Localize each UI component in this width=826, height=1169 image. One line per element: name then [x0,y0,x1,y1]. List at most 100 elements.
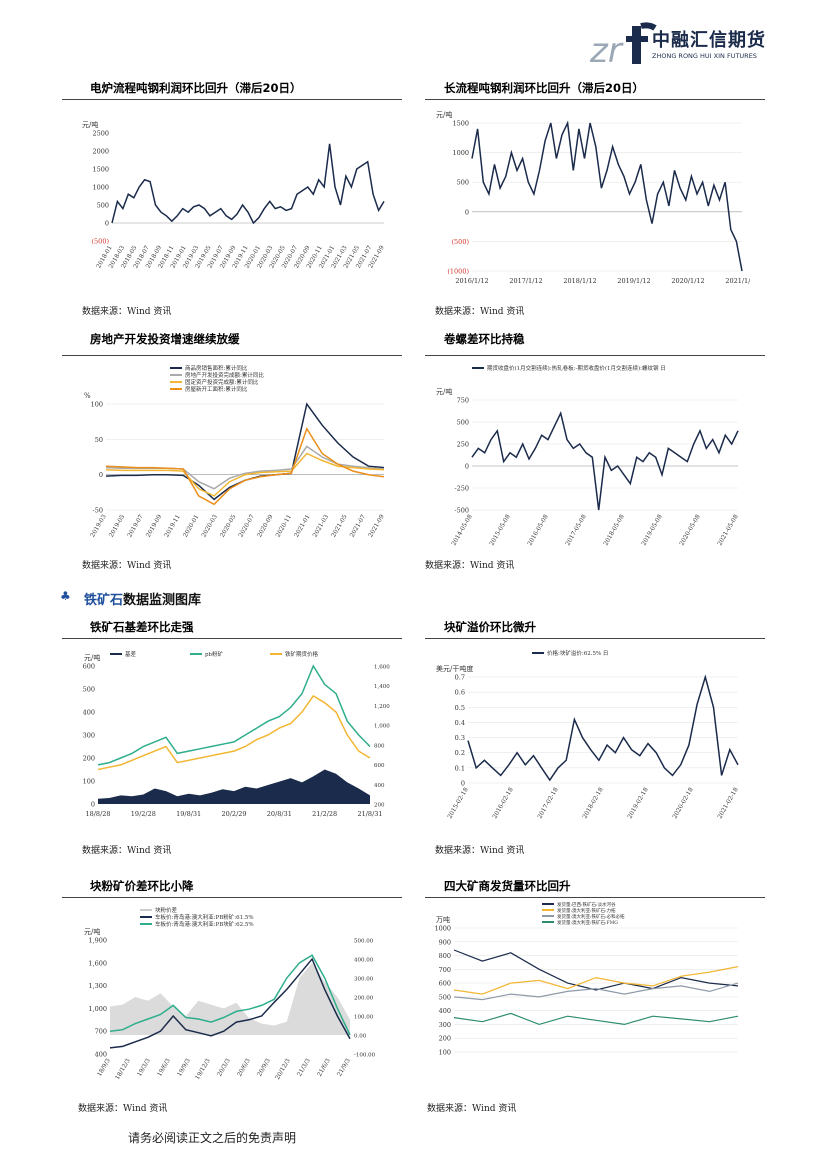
y-tick-label: 100 [439,1049,451,1057]
series-line [471,120,743,272]
y-tick-label: 0 [465,208,469,216]
y-axis-label: 元/吨 [436,387,452,396]
y-tick-label: 0.4 [455,719,465,727]
y-tick-label: 1000 [452,149,469,157]
chart-title-c2: 长流程吨钢利润环比回升（滞后20日） [444,81,645,95]
divider [425,99,765,100]
x-tick-label: 2021-03 [312,513,331,538]
y-tick-label: 600 [439,980,451,988]
source-note: 数据来源：Wind 资讯 [82,307,172,317]
x-tick-label: 2021-07 [349,513,368,538]
y-tick-label: 300 [83,732,95,740]
x-tick-label: 20/2/29 [221,810,246,818]
x-tick-label: 2020-11 [275,514,294,539]
chart-c5: 元/吨 600 500 400 300 200 100 0 1,600 1,400 1,200 1,0… [80,644,392,822]
y-tick-label: 400 [95,1051,107,1059]
source-note: 数据来源：Wind 资讯 [435,307,525,317]
y-tick-label: 1,300 [88,982,107,990]
y2-tick-label: -100.00 [354,1053,376,1059]
y-tick-label: 1500 [452,120,469,128]
x-tick-label: 2019-05 [108,513,127,538]
x-tick-label: 19/6/3 [156,1057,172,1077]
y-tick-label: 0.2 [455,749,465,757]
chart-c1: 元/吨 2500 2000 1500 1000 500 0 (500) 2018-01 2018-… [78,103,394,289]
y2-tick-label: 800 [374,743,385,749]
y-tick-label: 1,600 [88,959,107,967]
y-tick-label: 600 [83,663,95,671]
x-tick-label: 2019-09 [145,513,164,538]
y-tick-label: 0.7 [455,674,465,682]
y-tick-label: 750 [457,397,469,405]
chart-title-c1: 电炉流程吨钢利润环比回升（滞后20日） [90,81,302,95]
x-tick-label: 21/3/3 [296,1057,312,1077]
y2-tick-label: 400.00 [354,958,374,964]
legend-label: 期货收盘价(1月交割连续):热轧卷板:-期货收盘价(1月交割连续):螺纹钢 日 [487,364,666,372]
y-tick-label: (1000) [447,268,469,276]
y2-tick-label: 1,200 [374,704,390,710]
x-tick-label: 21/9/3 [336,1057,352,1077]
y-tick-label: 0 [461,780,465,788]
x-tick-label: 2020-05 [219,513,238,538]
legend-label: 基差 [125,650,137,658]
y-axis-label: 万吨 [436,915,450,924]
x-tick-label: 2020-01 [182,514,201,539]
source-note: 数据来源：Wind 资讯 [425,561,515,571]
chart-svg: 元/吨60050040030020010001,6001,4001,2001,0… [83,650,391,818]
x-tick-label: 21/6/3 [316,1057,332,1077]
y-tick-label: 1000 [92,184,109,192]
chart-title-c8: 四大矿商发货量环比回升 [444,879,571,893]
y2-tick-label: 300.00 [354,977,374,983]
y-tick-label: 2000 [92,148,109,156]
y-tick-label: (500) [92,238,110,246]
section-highlight: 铁矿石 [84,593,124,608]
legend-label: 发货量:澳大利亚:铁矿石:必和必拓 [557,913,625,920]
y-tick-label: -500 [454,507,469,515]
y-tick-label: 500 [457,179,469,187]
x-tick-label: 2020-05-08 [678,513,701,547]
chart-c6: 美元/干吨度 0.7 0.6 0.5 0.4 0.3 0.2 0.1 0 2015-02-18 20… [432,645,750,833]
y-tick-label: 50 [95,436,103,444]
y-tick-label: 500 [439,993,451,1001]
series-line [471,410,739,511]
series-line [105,402,385,501]
y-tick-label: 0.6 [455,689,465,697]
x-tick-label: 2021-05 [330,513,349,538]
y-tick-label: 0.1 [455,764,465,772]
y-tick-label: -50 [93,507,103,515]
legend-label: 发货量:巴西:铁矿石:淡水河谷 [557,901,616,908]
series-line [453,982,739,1001]
y2-tick-label: 600 [374,763,385,769]
x-tick-label: 2020/1/12 [671,277,704,285]
x-tick-label: 2021-09 [367,513,386,538]
series-line [467,674,739,782]
x-tick-label: 20/3/3 [216,1057,232,1077]
x-tick-label: 20/9/3 [256,1057,272,1077]
x-tick-label: 18/9/3 [96,1057,112,1077]
legend-label: pb粉矿 [205,650,224,658]
x-tick-label: 19/8/31 [176,810,201,818]
legend-label: 铁矿期货价格 [285,650,319,658]
x-tick-label: 2015-02-18 [446,786,469,820]
x-tick-label: 2020-09 [256,513,275,538]
y-tick-label: 0 [465,463,469,471]
brand-name-en: ZHONG RONG HUI XIN FUTURES [652,52,757,60]
x-tick-label: 2021/1/12 [725,277,750,285]
legend-label: 固定资产投资完成额:累计同比 [185,378,259,386]
x-tick-label: 20/8/31 [267,810,292,818]
series-line [109,954,351,1036]
y-tick-label: 500 [83,686,95,694]
y-tick-label: 400 [439,1007,451,1015]
y-tick-label: 0 [91,801,95,809]
y-tick-label: 200 [439,1035,451,1043]
x-tick-label: 19/12/3 [194,1057,212,1081]
x-tick-label: 2019-07 [126,513,145,538]
y2-tick-label: 200 [374,803,385,809]
divider [62,638,402,639]
series-area [110,962,350,1035]
y-tick-label: 800 [439,952,451,960]
chart-title-c5: 铁矿石基差环比走强 [90,620,194,634]
y-tick-label: 0 [99,471,103,479]
